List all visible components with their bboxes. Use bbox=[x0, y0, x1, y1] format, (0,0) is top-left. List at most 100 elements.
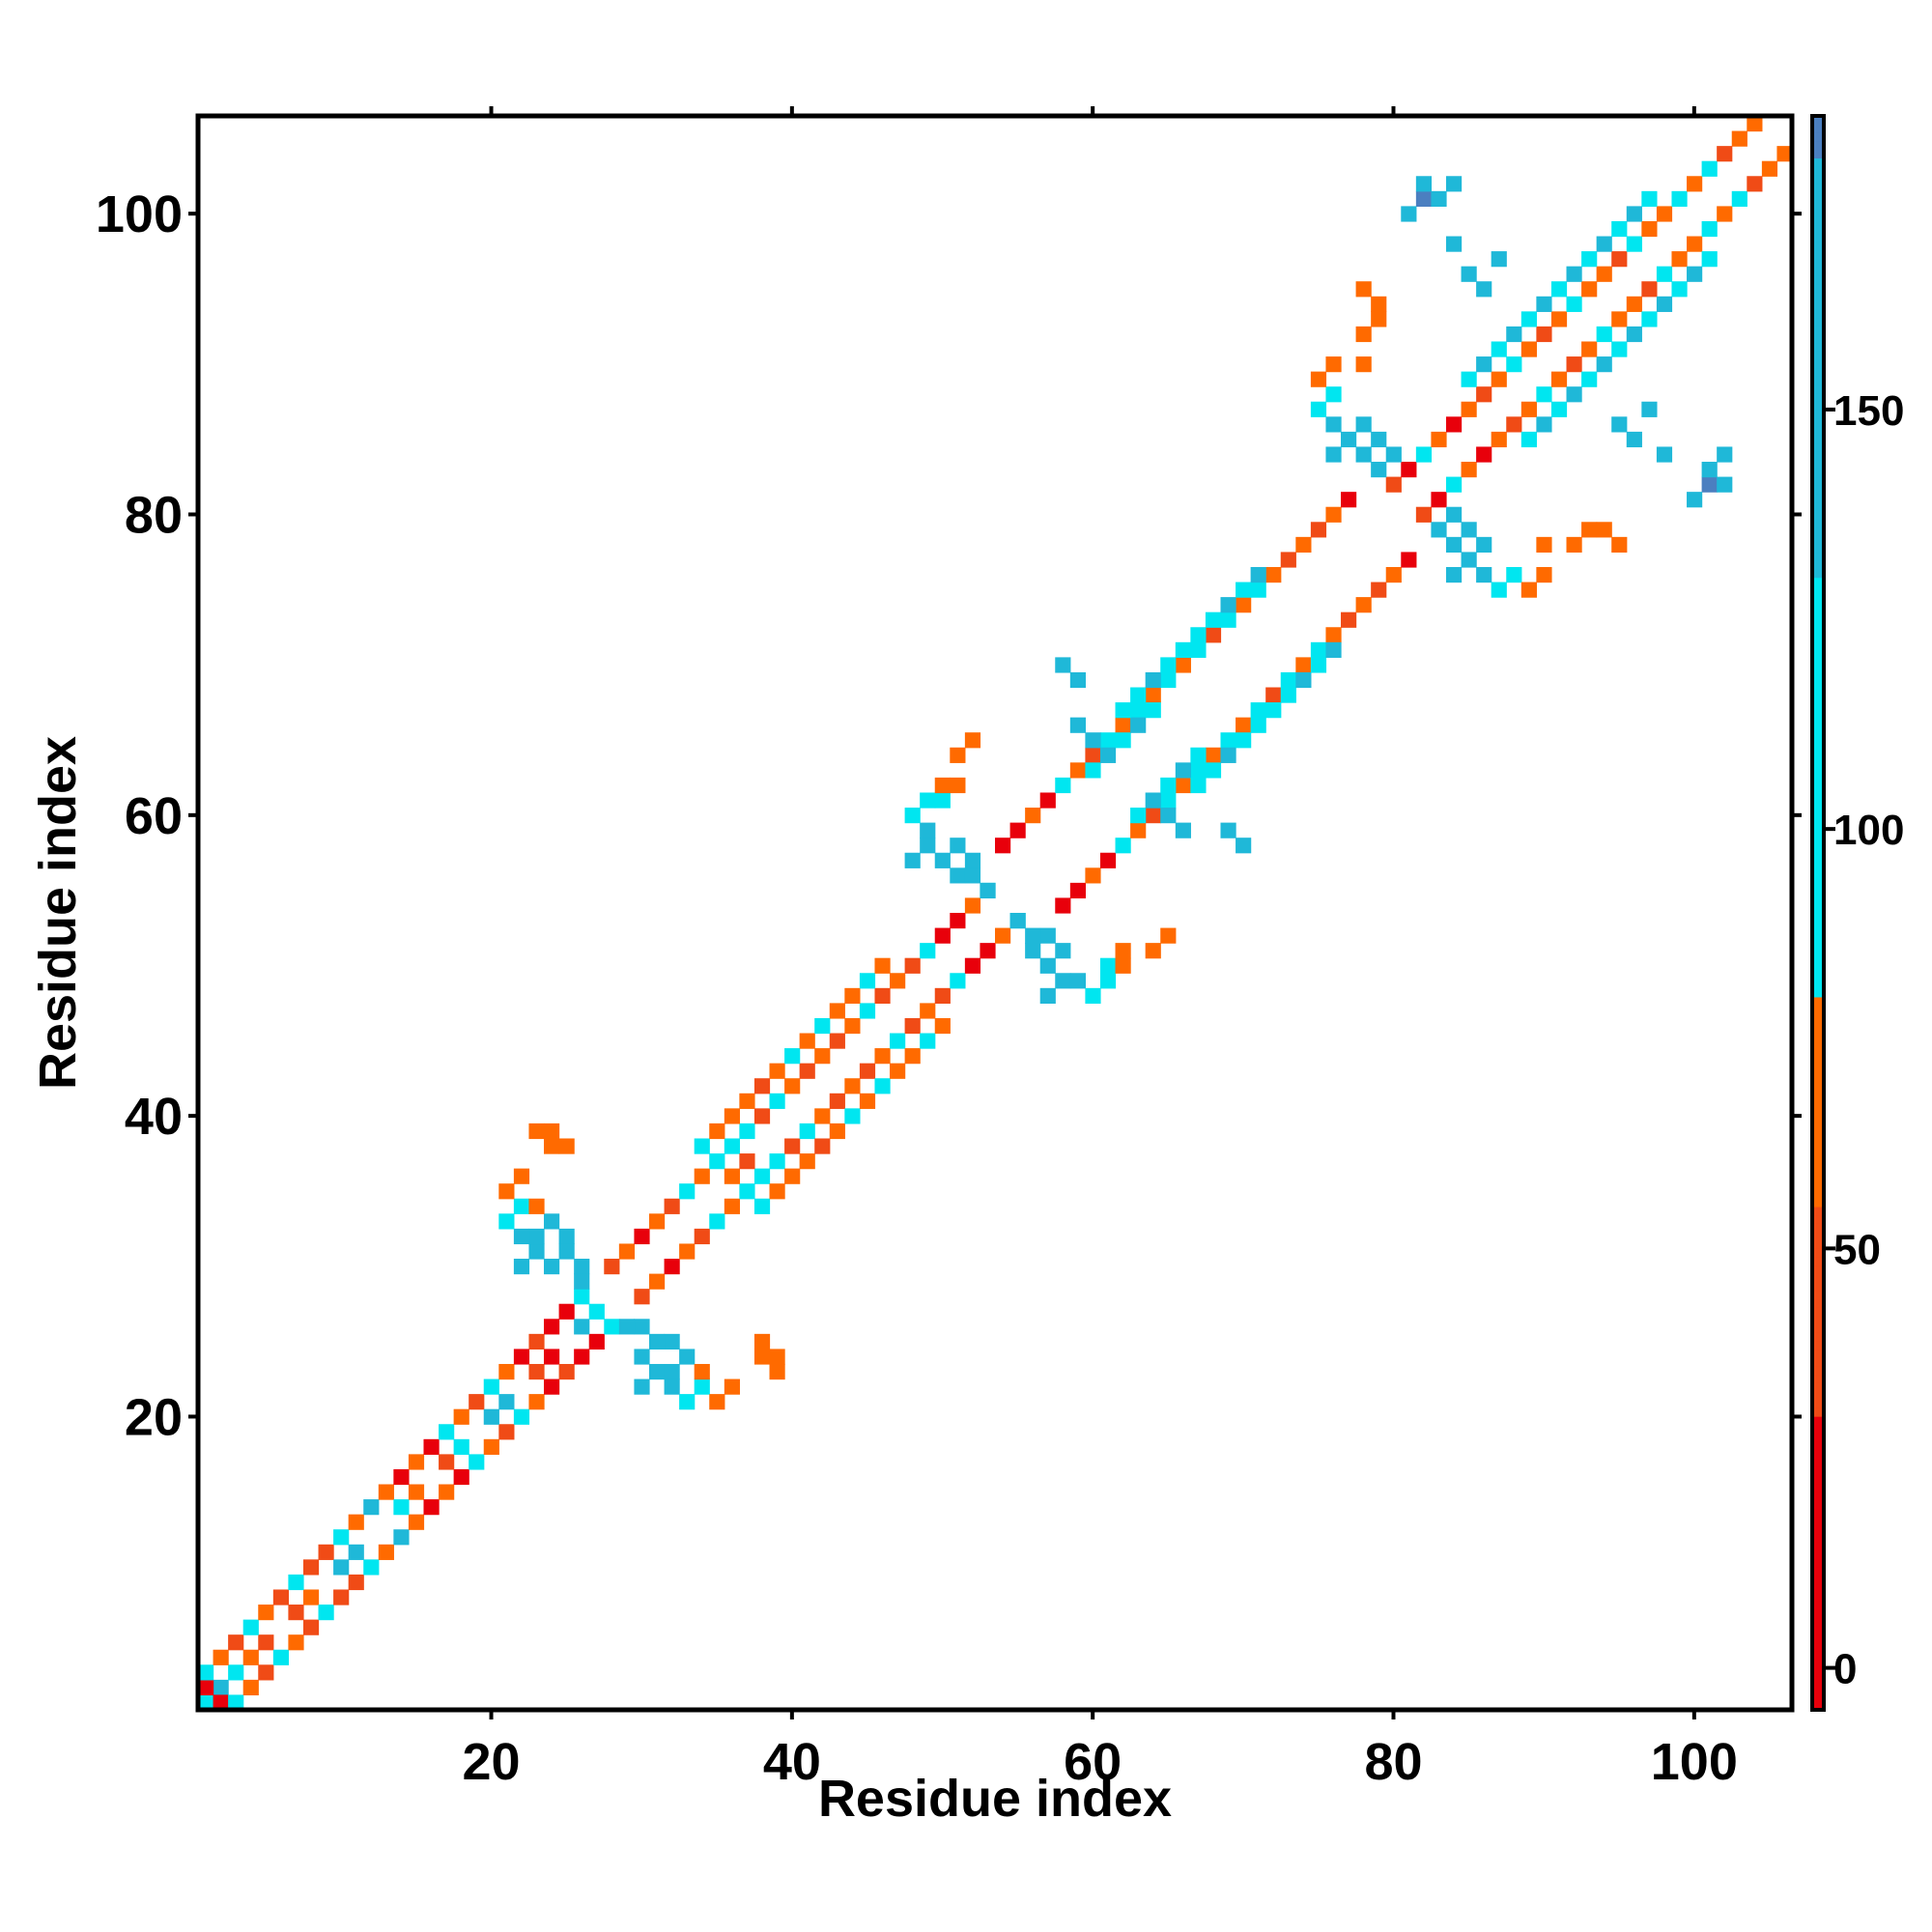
heatmap-cell bbox=[1701, 251, 1718, 268]
heatmap-cell bbox=[1130, 717, 1147, 733]
heatmap-cell bbox=[694, 1138, 710, 1154]
heatmap-cell bbox=[799, 1122, 815, 1140]
colorbar-band bbox=[1812, 1407, 1824, 1417]
heatmap-cell bbox=[363, 1499, 380, 1516]
heatmap-cell bbox=[1581, 371, 1598, 387]
heatmap-cell bbox=[333, 1589, 350, 1605]
colorbar-band bbox=[1812, 208, 1824, 217]
colorbar-band bbox=[1812, 1264, 1824, 1275]
colorbar-band bbox=[1812, 451, 1824, 461]
colorbar-band bbox=[1812, 460, 1824, 469]
colorbar-band bbox=[1812, 1508, 1824, 1518]
colorbar-band bbox=[1812, 1148, 1824, 1157]
heatmap-cell bbox=[1641, 190, 1658, 207]
colorbar-band bbox=[1812, 1130, 1824, 1141]
heatmap-cell bbox=[1325, 506, 1342, 523]
colorbar-band bbox=[1812, 1349, 1824, 1358]
heatmap-cell bbox=[1265, 566, 1282, 583]
heatmap-cell bbox=[213, 1694, 229, 1711]
colorbar-band bbox=[1812, 811, 1824, 822]
colorbar-band bbox=[1812, 476, 1824, 486]
heatmap-cell bbox=[1175, 657, 1191, 673]
colorbar-band bbox=[1812, 585, 1824, 595]
colorbar-band bbox=[1812, 1659, 1824, 1669]
colorbar-band bbox=[1812, 1692, 1824, 1702]
heatmap-cell bbox=[634, 1319, 650, 1335]
heatmap-cell bbox=[1265, 702, 1282, 719]
colorbar-band bbox=[1812, 971, 1824, 981]
colorbar-band bbox=[1812, 727, 1824, 738]
colorbar-band bbox=[1812, 1114, 1824, 1123]
colorbar-band bbox=[1812, 510, 1824, 520]
colorbar-band bbox=[1812, 568, 1824, 579]
heatmap-cell bbox=[1325, 641, 1342, 658]
heatmap-cell bbox=[1115, 717, 1131, 733]
heatmap-cell bbox=[423, 1438, 440, 1455]
colorbar-band bbox=[1812, 367, 1824, 377]
heatmap-cell bbox=[920, 822, 936, 838]
heatmap-cell bbox=[753, 1333, 771, 1350]
heatmap-cell bbox=[724, 1138, 740, 1154]
heatmap-cell bbox=[1506, 326, 1522, 343]
colorbar-band bbox=[1812, 1374, 1824, 1383]
heatmap-cell bbox=[1717, 146, 1733, 162]
colorbar-band bbox=[1812, 267, 1824, 276]
colorbar-band bbox=[1812, 392, 1824, 402]
heatmap-cell bbox=[964, 732, 981, 749]
heatmap-cell bbox=[753, 1108, 771, 1124]
heatmap-cell bbox=[439, 1454, 455, 1470]
heatmap-cell bbox=[1717, 206, 1733, 222]
colorbar-band bbox=[1812, 1332, 1824, 1342]
colorbar-band bbox=[1812, 1173, 1824, 1182]
colorbar-band bbox=[1812, 1583, 1824, 1594]
heatmap-cell bbox=[574, 1319, 590, 1335]
heatmap-cell bbox=[1491, 341, 1507, 357]
heatmap-cell bbox=[964, 897, 981, 914]
heatmap-cell bbox=[378, 1484, 394, 1500]
colorbar-band bbox=[1812, 938, 1824, 948]
colorbar-band bbox=[1812, 518, 1824, 528]
colorbar-band bbox=[1812, 1273, 1824, 1283]
heatmap-cell bbox=[1236, 582, 1252, 598]
heatmap-cell bbox=[753, 1168, 771, 1184]
colorbar-band bbox=[1812, 409, 1824, 419]
heatmap-cell bbox=[1025, 808, 1041, 824]
heatmap-cell bbox=[1641, 311, 1658, 327]
colorbar-band bbox=[1812, 996, 1824, 1007]
heatmap-cell bbox=[1190, 762, 1207, 779]
heatmap-cell bbox=[498, 1213, 515, 1230]
heatmap-cell bbox=[829, 1003, 845, 1019]
colorbar-band bbox=[1812, 711, 1824, 721]
colorbar-band bbox=[1812, 820, 1824, 830]
heatmap-cell bbox=[588, 1303, 605, 1320]
colorbar-band bbox=[1812, 786, 1824, 797]
heatmap-cell bbox=[1596, 266, 1612, 282]
colorbar-band bbox=[1812, 753, 1824, 763]
heatmap-cell bbox=[1341, 611, 1357, 628]
colorbar-band bbox=[1812, 779, 1824, 788]
colorbar-band bbox=[1812, 1189, 1824, 1199]
heatmap-cell bbox=[1160, 671, 1177, 689]
heatmap-cell bbox=[1701, 220, 1718, 238]
heatmap-cell bbox=[664, 1333, 680, 1350]
colorbar-band bbox=[1812, 435, 1824, 444]
heatmap-cell bbox=[1431, 522, 1447, 538]
colorbar-band bbox=[1812, 1214, 1824, 1224]
colorbar-band bbox=[1812, 351, 1824, 360]
y-tick-label: 20 bbox=[125, 1388, 183, 1446]
colorbar-band bbox=[1812, 242, 1824, 251]
heatmap-cell bbox=[1687, 236, 1703, 252]
heatmap-cell bbox=[1250, 566, 1266, 583]
x-tick-label: 80 bbox=[1364, 1733, 1422, 1791]
colorbar-band bbox=[1812, 1542, 1824, 1551]
heatmap-cell bbox=[664, 1363, 680, 1380]
heatmap-cell bbox=[288, 1574, 304, 1591]
heatmap-cell bbox=[709, 1213, 725, 1230]
heatmap-cell bbox=[1731, 130, 1747, 147]
colorbar-band bbox=[1812, 1441, 1824, 1451]
colorbar-band bbox=[1812, 183, 1824, 192]
heatmap-cell bbox=[1371, 296, 1387, 312]
heatmap-cell bbox=[1220, 732, 1236, 749]
heatmap-cell bbox=[348, 1574, 364, 1591]
